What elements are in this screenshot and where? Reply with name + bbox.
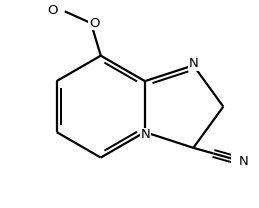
Text: O: O: [47, 4, 57, 17]
Text: N: N: [189, 57, 199, 70]
Text: N: N: [239, 155, 249, 168]
Text: N: N: [140, 128, 150, 141]
Text: O: O: [89, 17, 99, 30]
